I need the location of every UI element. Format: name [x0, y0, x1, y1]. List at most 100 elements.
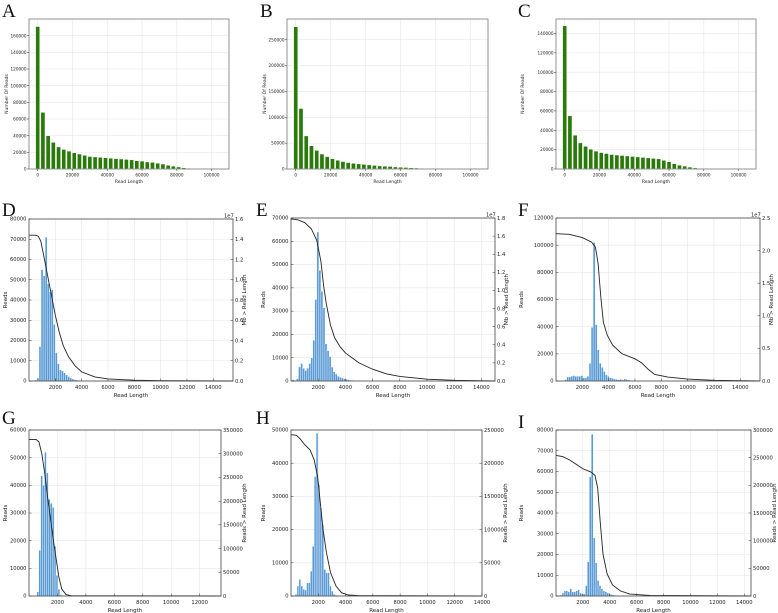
x-tick-label: 20000 — [66, 173, 80, 178]
y2-tick-label: 1.5 — [762, 281, 770, 287]
panel-letter-g: G — [2, 408, 16, 429]
x-axis-ticks: 2000 4000 6000 8000 10000 12000 14000 — [49, 378, 222, 391]
x-tick-label: 2000 — [49, 385, 62, 391]
cumulative-line — [29, 439, 222, 597]
y-tick-label: 0 — [23, 594, 26, 600]
y-tick-label: 80000 — [537, 270, 554, 276]
y-axis-ticks: 0 20000 40000 60000 80000 100000 120000 140000 1… — [11, 33, 29, 172]
bar — [59, 369, 62, 382]
y-tick-label: 20000 — [10, 338, 27, 344]
bar — [315, 433, 319, 597]
y-tick-label: 100000 — [534, 243, 554, 249]
x-tick-label: 4000 — [603, 600, 616, 606]
y-tick-label: 30000 — [10, 318, 27, 324]
bar — [309, 145, 314, 170]
histogram-chart-b: 0 20000 40000 60000 80000 100000 0 50000 100000 1… — [262, 18, 489, 185]
x-tick-label: 14000 — [473, 385, 490, 391]
x-tick-label: 8000 — [393, 385, 406, 391]
y2-axis-label: Mb > Read Length — [242, 274, 248, 325]
y-tick-label: 80000 — [10, 217, 27, 223]
x-axis-ticks: 0 20000 40000 60000 80000 100000 — [294, 169, 479, 178]
x-tick-label: 12000 — [179, 385, 196, 391]
y-tick-label: 100000 — [269, 115, 285, 120]
y2-tick-label: 2.5 — [762, 216, 770, 222]
bar — [319, 153, 325, 170]
y2-tick-label: 0.8 — [497, 306, 505, 312]
x-tick-label: 6000 — [101, 385, 114, 391]
y-tick-label: 50000 — [10, 455, 27, 461]
bar — [335, 373, 338, 382]
bar — [306, 368, 309, 382]
y-tick-label: 20000 — [13, 150, 27, 155]
y-tick-label: 0 — [550, 594, 553, 600]
y-tick-label: 40000 — [537, 511, 554, 517]
x-axis-label: Read Length — [642, 179, 670, 185]
bar — [591, 433, 594, 597]
bar — [298, 579, 301, 597]
bar — [351, 163, 356, 170]
y-tick-label: 70000 — [537, 448, 554, 454]
x-axis-label: Read Length — [108, 608, 143, 613]
bar — [49, 291, 52, 382]
y-tick-label: 100000 — [538, 70, 554, 75]
x-tick-label: 20000 — [324, 173, 338, 178]
y-tick-label: 200000 — [269, 63, 285, 68]
bar — [572, 375, 575, 382]
y2-tick-label: 300000 — [753, 428, 773, 434]
y-tick-label: 120000 — [538, 50, 554, 55]
bar — [77, 153, 82, 170]
x-tick-label: 60000 — [394, 173, 408, 178]
y2-tick-label: 0.2 — [235, 359, 243, 365]
x-tick-label: 40000 — [359, 173, 373, 178]
bar — [589, 476, 592, 597]
bar — [561, 592, 565, 597]
y2-axis-label: Reads > Read Length — [242, 483, 248, 543]
y-axis-ticks: 0 20000 40000 60000 80000 100000 120000 — [534, 216, 559, 385]
bar — [583, 146, 588, 170]
bar — [579, 592, 582, 597]
x-tick-label: 0 — [294, 173, 297, 178]
y-tick-label: 60000 — [537, 469, 554, 475]
x-tick-label: 40000 — [101, 173, 115, 178]
bar — [568, 376, 571, 382]
bar — [571, 591, 574, 597]
x-tick-label: 4000 — [339, 600, 352, 606]
cumulative-line — [555, 233, 761, 382]
bar — [332, 371, 336, 382]
x-tick-label: 14000 — [732, 385, 749, 391]
bar — [304, 589, 307, 597]
bar — [42, 275, 46, 382]
bar — [320, 291, 324, 382]
y-tick-label: 150000 — [269, 89, 285, 94]
grid-lines — [556, 429, 751, 597]
y-tick-label: 0 — [23, 379, 26, 385]
y-tick-label: 60000 — [10, 428, 27, 434]
bar — [63, 372, 66, 382]
bar — [671, 163, 677, 170]
y-tick-label: 50000 — [271, 141, 285, 146]
y-tick-label: 10000 — [10, 358, 27, 364]
y-tick-label: 0 — [285, 594, 288, 600]
y-axis-label: Number Of Reads — [520, 73, 526, 113]
histogram-bars — [559, 433, 619, 597]
bar — [341, 377, 344, 382]
x-tick-label: 8000 — [136, 600, 149, 606]
bar — [570, 376, 573, 382]
y-tick-label: 0 — [24, 167, 27, 172]
y-axis-ticks: 0 10000 20000 30000 40000 50000 60000 70000 8000… — [10, 217, 32, 385]
bar — [630, 156, 635, 170]
y2-tick-label: 150000 — [753, 511, 773, 517]
y-tick-label: 60000 — [272, 239, 289, 245]
y-axis-label: Number Of Reads — [4, 73, 10, 113]
bar — [82, 155, 87, 170]
y2-tick-label: 0.4 — [235, 338, 244, 344]
x-axis-label: Read Length — [115, 179, 143, 185]
grid-lines — [556, 217, 760, 382]
bar — [594, 562, 598, 597]
bar — [566, 376, 569, 382]
bar — [308, 363, 311, 382]
x-tick-label: 6000 — [628, 385, 641, 391]
y-tick-label: 30000 — [272, 309, 289, 315]
bar — [614, 154, 620, 170]
x-tick-label: 80000 — [697, 173, 711, 178]
